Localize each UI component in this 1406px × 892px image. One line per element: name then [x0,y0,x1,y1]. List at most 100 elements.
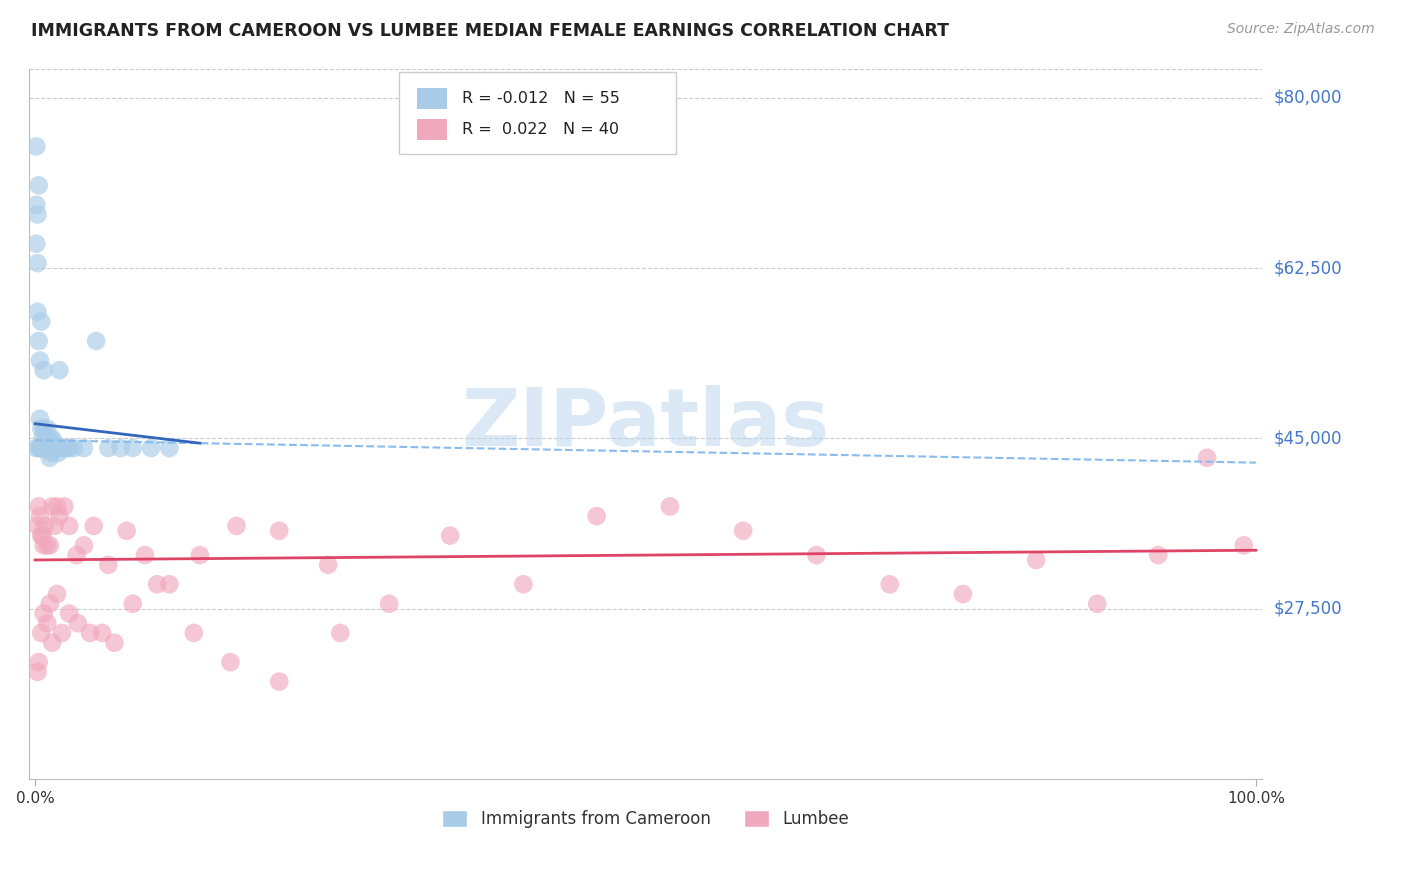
Point [28,353,51,368]
Point [28,441,51,455]
Point [34,519,56,533]
Text: R = -0.012   N = 55: R = -0.012 N = 55 [461,91,620,106]
Text: $27,500: $27,500 [1274,599,1341,617]
Point [183,626,205,640]
Point [32,538,55,552]
Point [38,597,60,611]
Point [37,431,59,445]
Point [73,441,96,455]
Point [39,446,62,460]
Point [38,538,60,552]
Point [56,441,79,455]
Point [134,548,156,562]
Point [53,500,76,514]
Point [658,500,681,514]
Text: Source: ZipAtlas.com: Source: ZipAtlas.com [1227,22,1375,37]
Point [32,363,55,377]
Point [30,314,52,328]
Point [733,524,755,538]
Point [28,412,51,426]
Point [58,519,80,533]
Point [329,626,352,640]
FancyBboxPatch shape [418,119,447,140]
Point [103,635,125,649]
Text: R =  0.022   N = 40: R = 0.022 N = 40 [461,122,619,137]
Point [41,635,63,649]
Point [97,558,120,572]
Point [83,519,105,533]
Point [30,626,52,640]
Point [146,577,169,591]
Point [84,334,107,348]
Point [30,421,52,435]
Point [35,431,58,445]
Point [48,363,70,377]
Point [91,626,114,640]
Point [38,450,60,465]
Point [34,436,56,450]
Text: $62,500: $62,500 [1274,259,1341,277]
Point [25,139,48,153]
Point [31,431,53,445]
Point [806,548,828,562]
Point [46,500,69,514]
Point [31,441,53,455]
Point [115,524,138,538]
Point [65,548,87,562]
FancyBboxPatch shape [418,87,447,109]
Text: $45,000: $45,000 [1274,429,1341,447]
Point [38,436,60,450]
Point [25,236,48,251]
Point [51,626,73,640]
Point [41,441,63,455]
Point [37,538,59,552]
Point [35,441,58,455]
Point [27,519,49,533]
Point [34,441,56,455]
Point [48,509,70,524]
Point [63,441,86,455]
Point [51,441,73,455]
Point [37,616,59,631]
Point [38,441,60,455]
Point [1147,548,1170,562]
Point [28,178,51,193]
Point [30,441,52,455]
Point [42,441,65,455]
Point [188,548,211,562]
Point [1233,538,1256,552]
Text: IMMIGRANTS FROM CAMEROON VS LUMBEE MEDIAN FEMALE EARNINGS CORRELATION CHART: IMMIGRANTS FROM CAMEROON VS LUMBEE MEDIA… [31,22,949,40]
Point [37,421,59,435]
Point [28,509,51,524]
Point [952,587,974,601]
Point [30,528,52,542]
Point [27,207,49,221]
Point [219,655,242,669]
Point [73,538,96,552]
Point [316,558,339,572]
Point [1085,597,1108,611]
Point [32,421,55,435]
Point [1025,553,1047,567]
Point [45,441,67,455]
Point [27,305,49,319]
Point [34,426,56,441]
Point [25,198,48,212]
Point [31,528,53,542]
Point [121,597,143,611]
Point [27,256,49,270]
Point [157,577,180,591]
Point [46,587,69,601]
Point [38,431,60,445]
Point [121,441,143,455]
Point [585,509,607,524]
Point [97,441,120,455]
Point [1197,450,1219,465]
Point [879,577,901,591]
Point [139,441,162,455]
Point [37,441,59,455]
Text: $80,000: $80,000 [1274,88,1341,107]
Point [58,607,80,621]
Point [41,431,63,445]
Point [512,577,534,591]
